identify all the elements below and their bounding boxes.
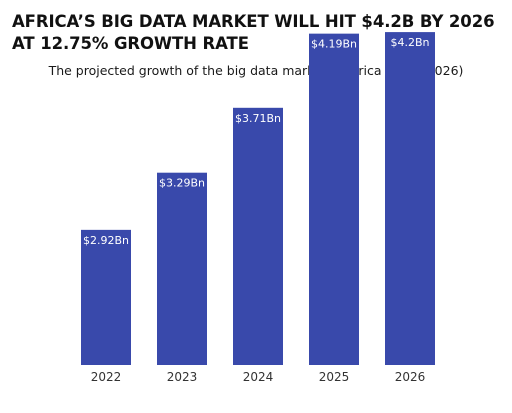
bar-2023 — [157, 172, 207, 365]
data-label-2024: $3.71Bn — [235, 112, 281, 125]
chart-title: The projected growth of the big data mar… — [48, 63, 464, 78]
x-tick-2023: 2023 — [167, 370, 198, 384]
data-label-2026: $4.2Bn — [390, 36, 429, 49]
bar-2022 — [81, 229, 131, 365]
data-label-2025: $4.19Bn — [311, 38, 357, 51]
x-tick-2026: 2026 — [395, 370, 426, 384]
x-tick-2022: 2022 — [91, 370, 122, 384]
bar-2024 — [233, 107, 283, 366]
bar-2026 — [385, 32, 435, 365]
headline: AFRICA’S BIG DATA MARKET WILL HIT $4.2B … — [12, 12, 495, 53]
bar-2025 — [309, 33, 359, 366]
x-tick-2025: 2025 — [319, 370, 350, 384]
data-label-2023: $3.29Bn — [159, 177, 205, 190]
x-tick-2024: 2024 — [243, 370, 274, 384]
data-label-2022: $2.92Bn — [83, 234, 129, 247]
